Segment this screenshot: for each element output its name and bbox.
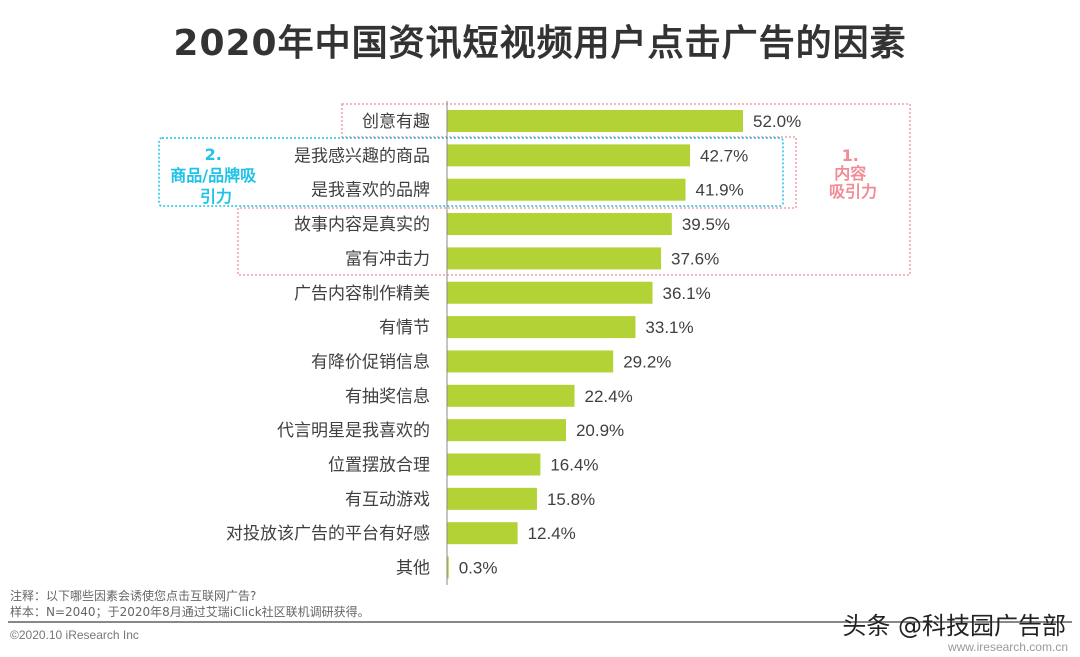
category-label: 其他 [396,559,430,579]
category-label: 位置摆放合理 [328,456,430,476]
value-label: 39.5% [682,215,730,234]
annotation-content-appeal: 1. 内容 吸引力 [829,146,877,201]
value-label: 20.9% [576,421,624,440]
category-label: 有降价促销信息 [311,352,430,372]
bar [447,384,575,407]
value-label: 29.2% [623,352,671,371]
bar [447,556,449,579]
bar [447,281,653,304]
category-label: 有互动游戏 [345,490,430,510]
category-label: 富有冲击力 [345,249,430,269]
bar [447,316,636,339]
value-label: 15.8% [547,490,595,509]
value-label: 52.0% [753,112,801,131]
category-label: 对投放该广告的平台有好感 [226,524,430,544]
category-label: 是我喜欢的品牌 [311,181,430,201]
copyright: ©2020.10 iResearch Inc [10,628,139,642]
category-label: 故事内容是真实的 [294,215,430,235]
note-sample: 样本：N=2040；于2020年8月通过艾瑞iClick社区联机调研获得。 [10,605,370,619]
brand-appeal-box [158,137,784,207]
bar [447,453,541,476]
value-label: 0.3% [459,559,498,578]
bar [447,522,518,545]
footer-divider [8,621,1072,623]
bar [447,350,614,373]
value-label: 16.4% [550,456,598,475]
bar [447,419,566,442]
value-label: 36.1% [662,284,710,303]
category-label: 有抽奖信息 [345,387,430,407]
website: www.iresearch.com.cn [947,640,1068,654]
bar [447,213,672,236]
annotation-brand-appeal: 2. 商品/品牌吸 引力 [170,145,261,206]
chart-title: 2020年中国资讯短视频用户点击广告的因素 [173,23,907,64]
value-label: 33.1% [645,318,693,337]
category-label: 广告内容制作精美 [294,284,430,304]
content-appeal-box [237,103,911,276]
bar [447,144,691,167]
note-question: 注释：以下哪些因素会诱使您点击互联网广告? [10,589,257,603]
bar [447,487,537,510]
category-label: 代言明星是我喜欢的 [277,421,430,441]
value-label: 37.6% [671,249,719,268]
category-label: 是我感兴趣的商品 [294,146,430,166]
category-label: 创意有趣 [362,112,430,132]
value-label: 42.7% [700,146,748,165]
bar [447,247,662,270]
value-label: 41.9% [696,181,744,200]
bar [447,110,743,132]
value-label: 22.4% [585,387,633,406]
category-label: 有情节 [379,318,430,338]
bar [447,178,686,201]
value-label: 12.4% [528,524,576,543]
watermark: 头条 @科技园广告部 [842,612,1066,640]
